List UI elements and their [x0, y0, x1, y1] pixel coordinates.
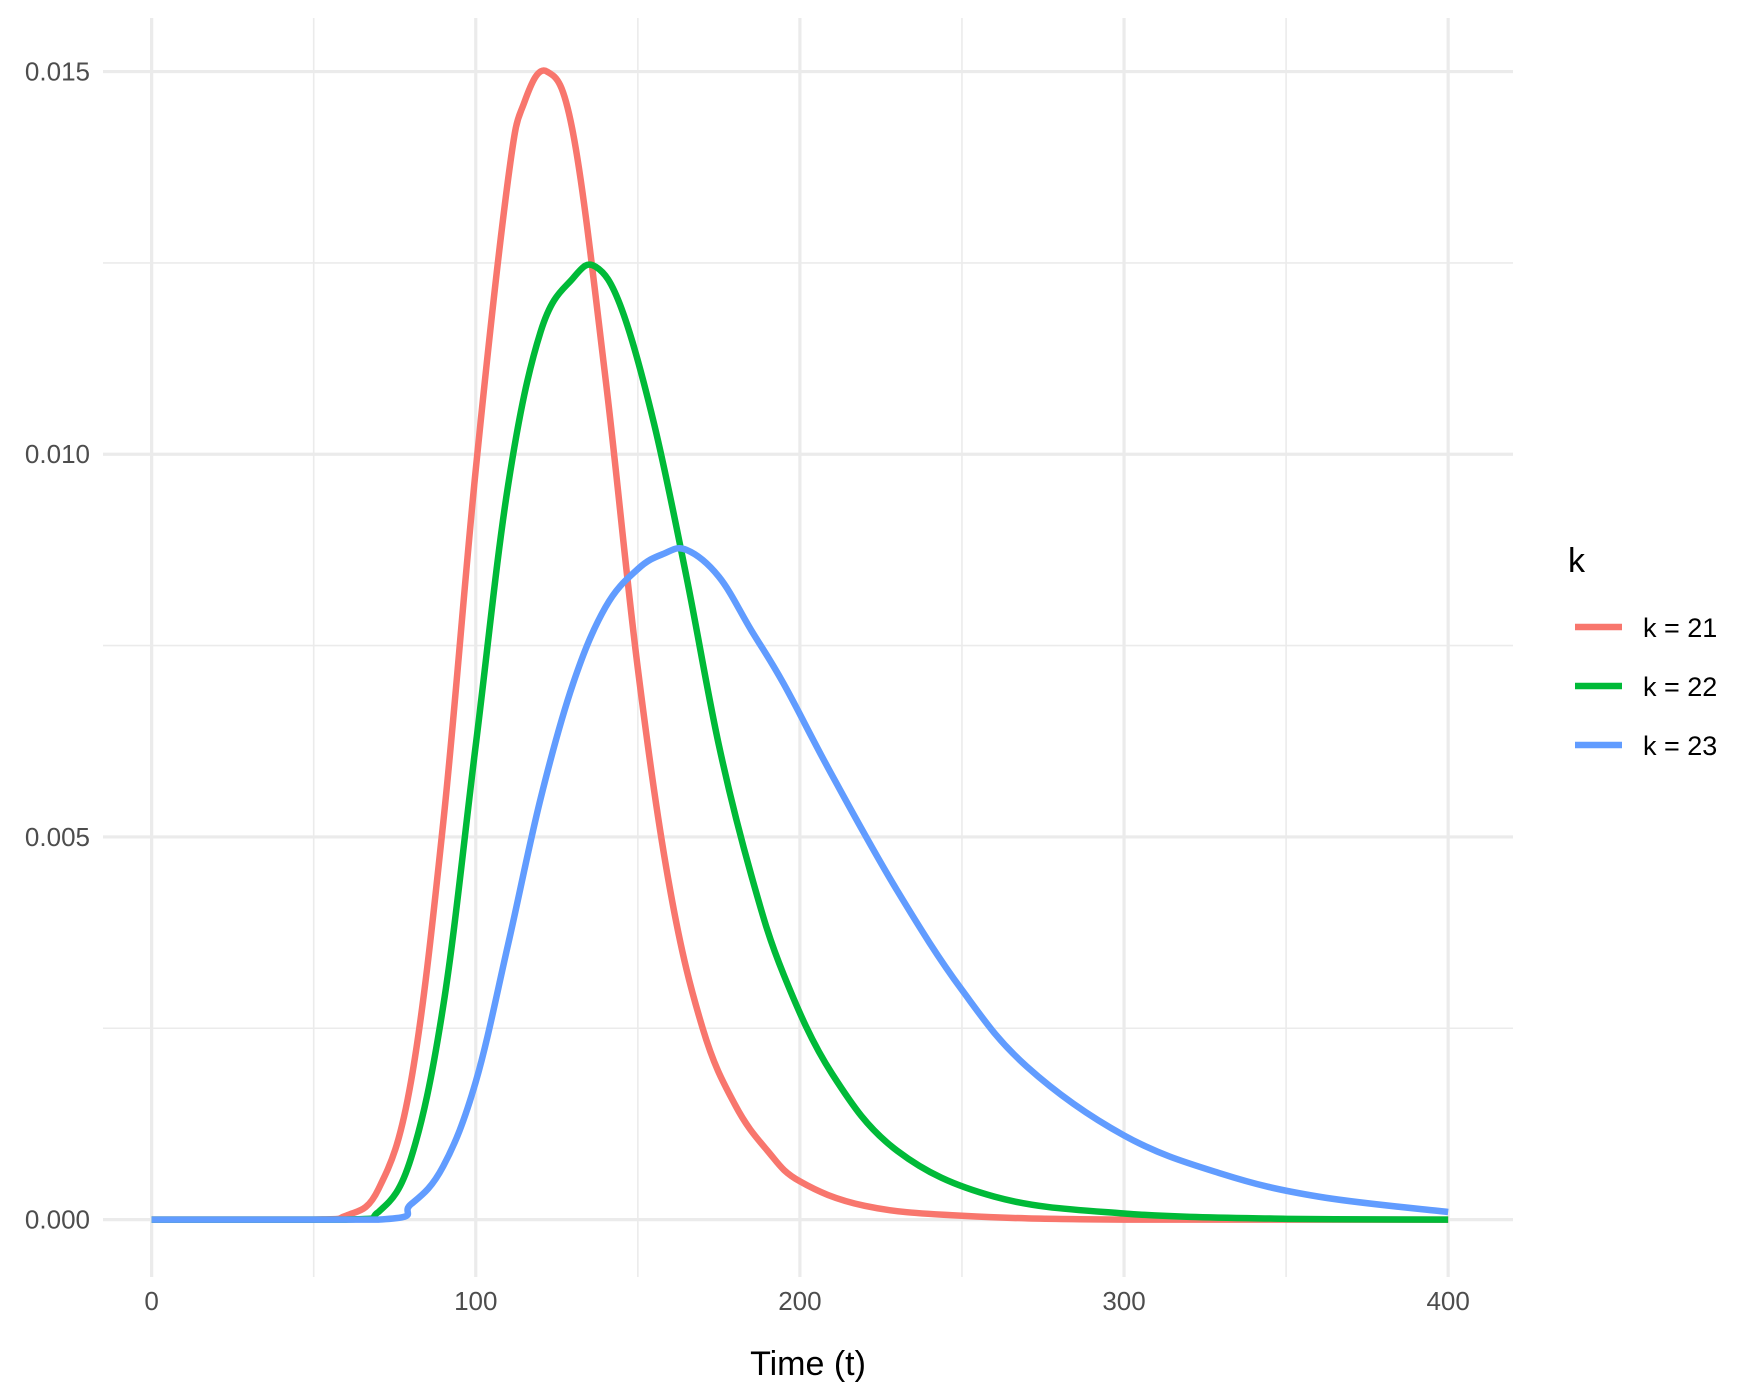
x-tick-label: 200	[778, 1286, 821, 1316]
y-tick-label: 0.005	[25, 822, 90, 852]
x-axis-tick-labels: 0 100 200 300 400	[144, 1286, 1469, 1316]
x-tick-label: 400	[1426, 1286, 1469, 1316]
x-axis-title: Time (t)	[750, 1345, 866, 1383]
legend-label-3: k = 23	[1643, 731, 1717, 761]
y-tick-label: 0.015	[25, 57, 90, 87]
x-tick-label: 300	[1102, 1286, 1145, 1316]
y-tick-label: 0.000	[25, 1205, 90, 1235]
series-lines	[151, 67, 1449, 1223]
legend: k k = 21 k = 22 k = 23	[1568, 542, 1717, 761]
y-axis-tick-labels: 0.000 0.005 0.010 0.015	[25, 57, 90, 1235]
series-line-2	[151, 261, 1449, 1223]
series-line-1	[151, 67, 1449, 1223]
legend-items: k = 21 k = 22 k = 23	[1575, 613, 1717, 761]
series-line-3	[151, 545, 1449, 1223]
legend-label-1: k = 21	[1643, 613, 1717, 643]
legend-label-2: k = 22	[1643, 672, 1717, 702]
major-gridlines	[103, 18, 1513, 1277]
legend-title: k	[1568, 542, 1586, 580]
y-tick-label: 0.010	[25, 439, 90, 469]
minor-gridlines	[103, 18, 1513, 1277]
x-tick-label: 100	[454, 1286, 497, 1316]
x-tick-label: 0	[144, 1286, 158, 1316]
